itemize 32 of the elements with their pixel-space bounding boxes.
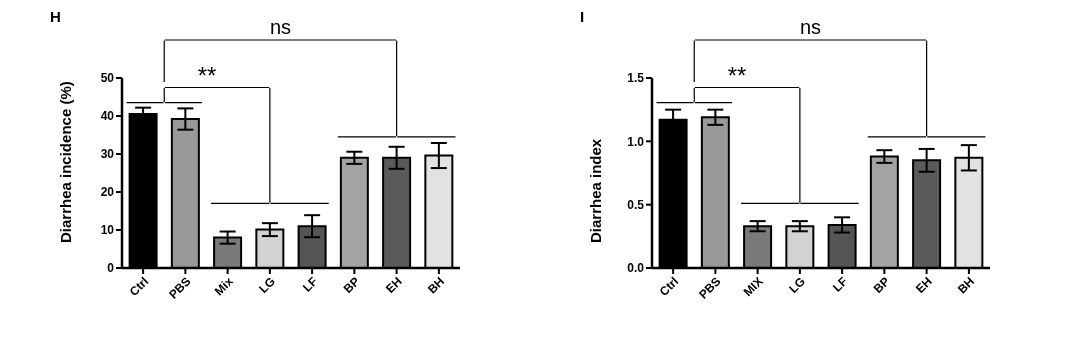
x-tick-label: Ctrl bbox=[656, 274, 682, 299]
y-tick-label: 30 bbox=[100, 147, 115, 162]
x-tick-label: BH bbox=[954, 274, 978, 297]
y-tick-label: 0 bbox=[107, 261, 115, 276]
chart-title: I bbox=[580, 8, 585, 25]
chart-title: H bbox=[50, 8, 61, 25]
y-tick-label: 1.0 bbox=[627, 134, 645, 149]
y-tick-label: 0.0 bbox=[627, 261, 645, 276]
x-tick-label: Ctrl bbox=[126, 274, 152, 299]
x-tick-label: EH bbox=[913, 274, 935, 296]
annotation: ** bbox=[197, 61, 217, 89]
x-tick-label: MIX bbox=[740, 274, 766, 300]
y-tick-label: 40 bbox=[100, 109, 115, 124]
y-axis-title: Diarrhea incidence (%) bbox=[57, 81, 75, 243]
y-tick-label: 50 bbox=[100, 71, 115, 86]
x-tick-label: LG bbox=[786, 274, 809, 296]
y-tick-label: 20 bbox=[100, 185, 115, 200]
y-tick-label: 10 bbox=[100, 223, 115, 238]
x-tick-label: BH bbox=[424, 274, 448, 297]
y-tick-label: 0.5 bbox=[627, 197, 645, 212]
y-axis-title: Diarrhea index bbox=[587, 138, 605, 243]
y-tick-label: 1.5 bbox=[627, 71, 645, 86]
annotation: ** bbox=[727, 61, 747, 89]
text: ns bbox=[269, 16, 291, 38]
x-tick-label: Mix bbox=[211, 274, 236, 299]
x-tick-label: LF bbox=[300, 274, 321, 295]
x-tick-label: BP bbox=[340, 274, 363, 296]
text: ns bbox=[799, 16, 821, 38]
x-tick-label: BP bbox=[870, 274, 893, 296]
x-tick-label: LF bbox=[830, 274, 851, 295]
x-tick-label: LG bbox=[256, 274, 279, 296]
x-tick-label: EH bbox=[383, 274, 405, 296]
